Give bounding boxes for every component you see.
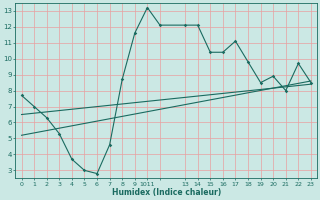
X-axis label: Humidex (Indice chaleur): Humidex (Indice chaleur) <box>112 188 221 197</box>
